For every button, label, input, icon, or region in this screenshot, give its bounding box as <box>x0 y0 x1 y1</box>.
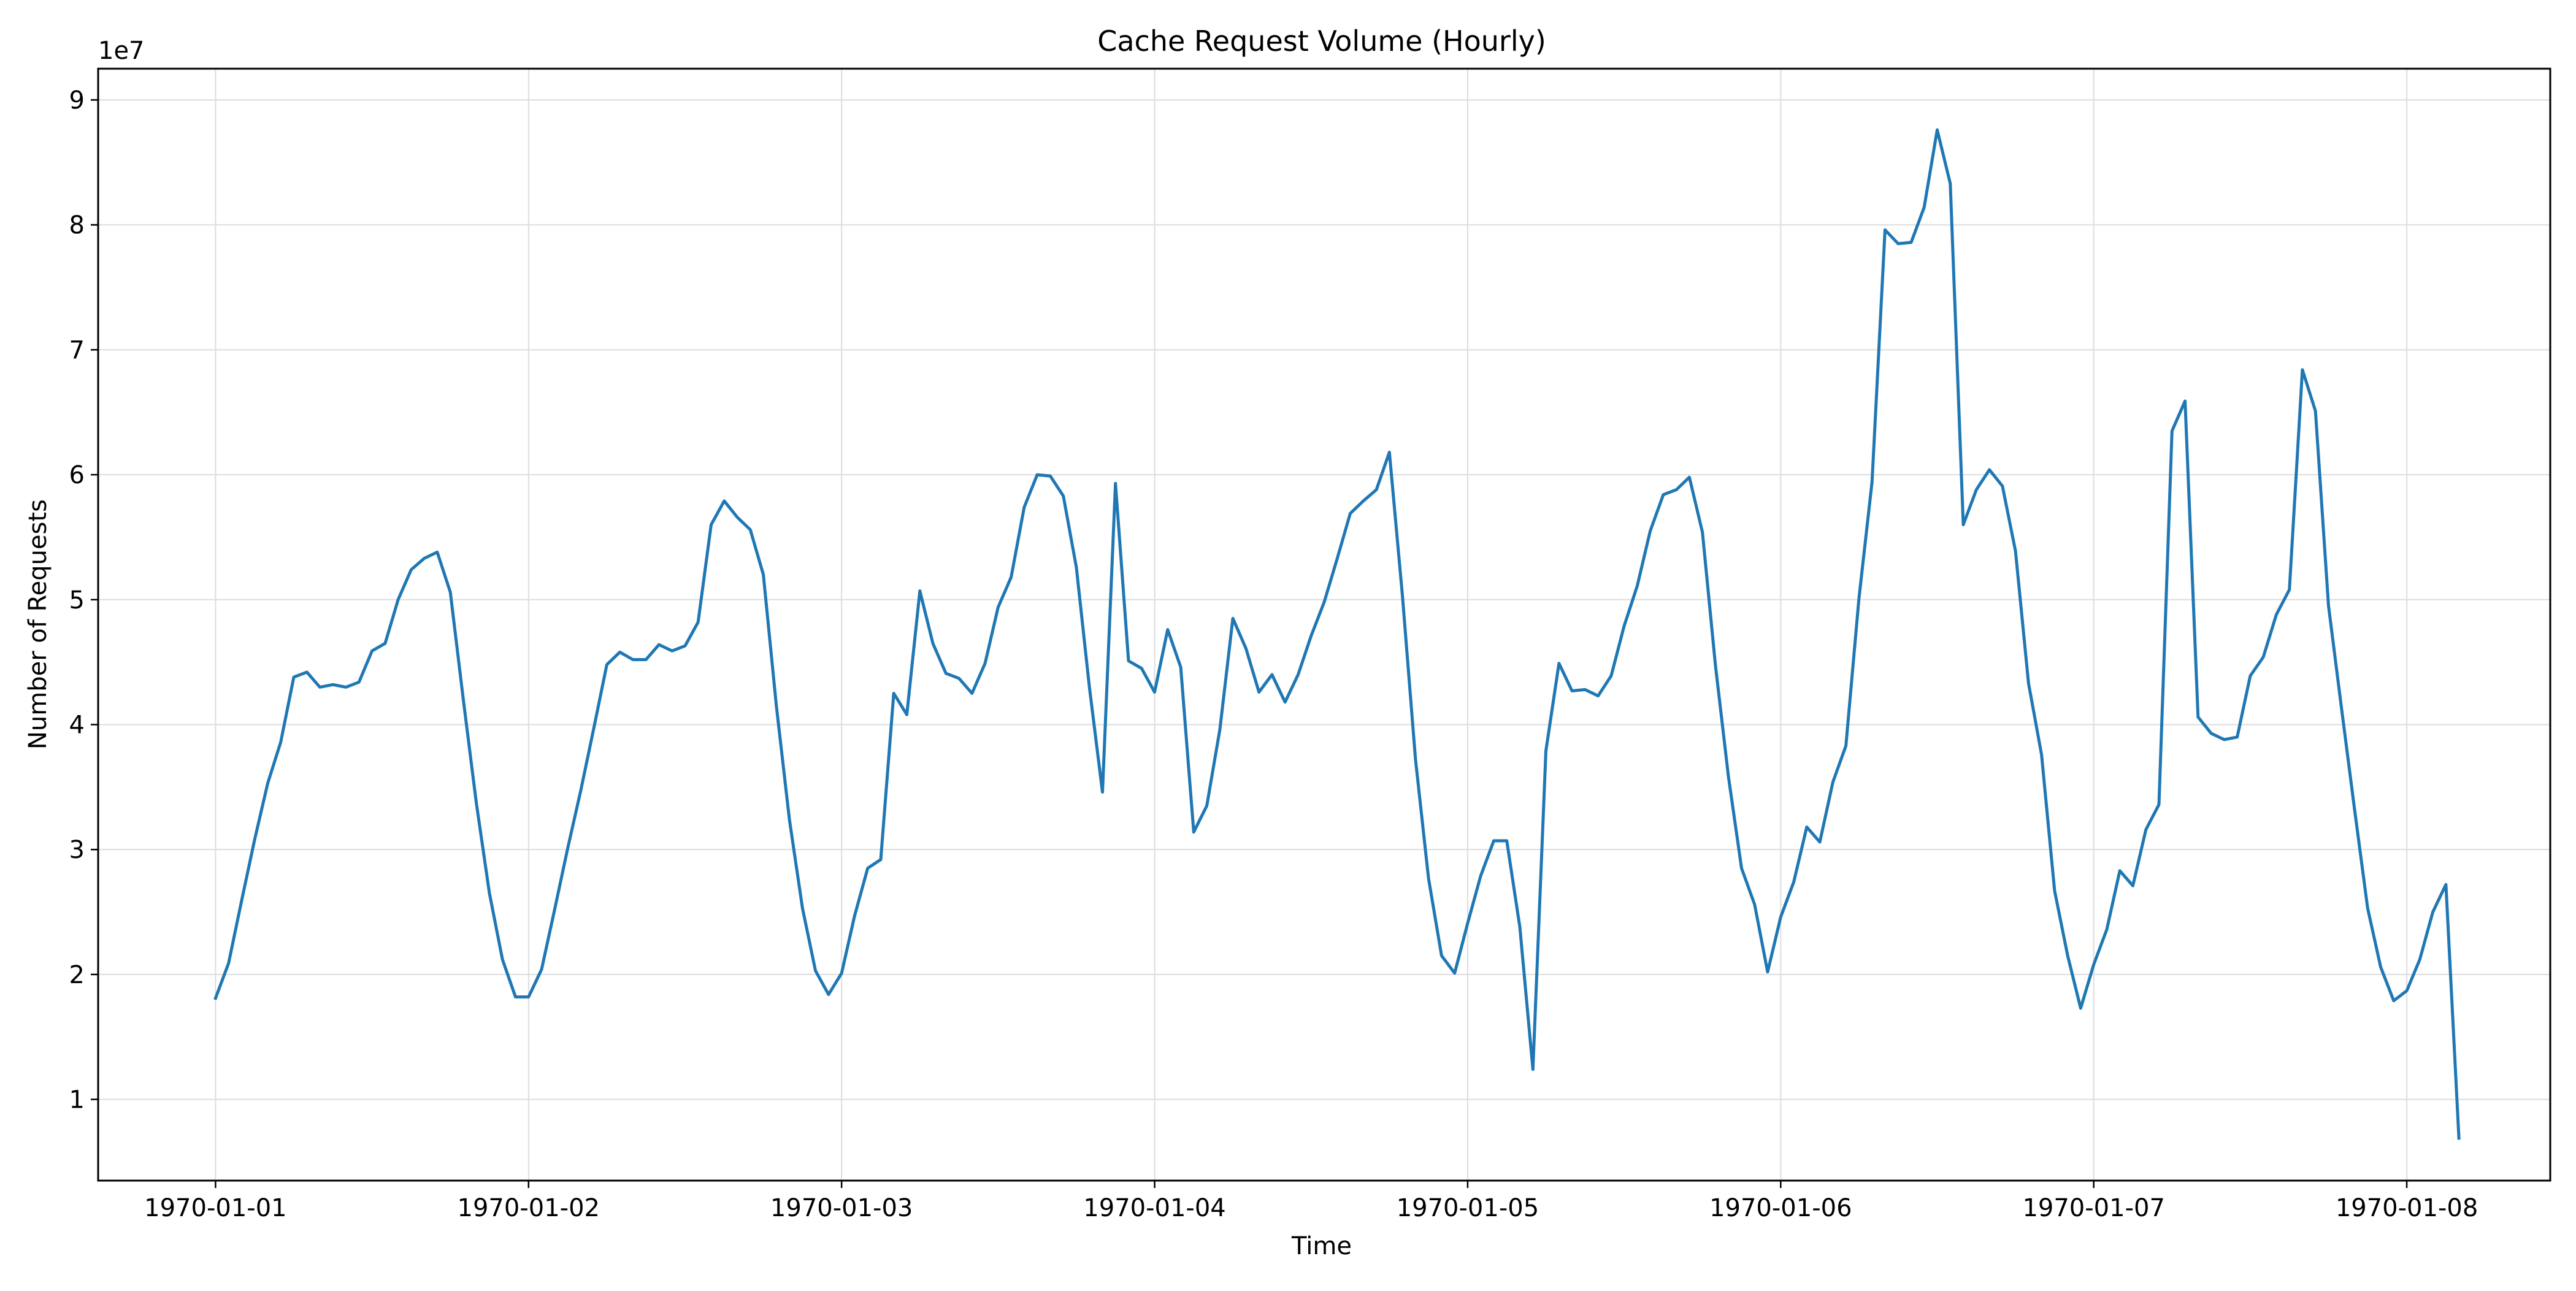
x-tick-label: 1970-01-06 <box>1709 1194 1852 1222</box>
y-tick-label: 6 <box>69 461 85 489</box>
x-tick-label: 1970-01-07 <box>2022 1194 2164 1222</box>
chart-title: Cache Request Volume (Hourly) <box>1097 25 1546 58</box>
x-tick-label: 1970-01-02 <box>458 1194 600 1222</box>
y-axis-offset-label: 1e7 <box>98 37 145 65</box>
y-tick-label: 7 <box>69 336 85 364</box>
y-axis-label: Number of Requests <box>24 499 52 749</box>
y-tick-label: 2 <box>69 961 85 989</box>
x-tick-label: 1970-01-01 <box>144 1194 286 1222</box>
series-layer <box>213 128 2461 1140</box>
y-tick-label: 8 <box>69 212 85 240</box>
plot-frame <box>97 67 2551 1182</box>
y-axis: 1 2 3 4 5 6 7 8 9 <box>69 86 98 1114</box>
series-line <box>213 128 2461 1140</box>
y-tick-label: 1 <box>69 1086 85 1114</box>
x-axis: 1970-01-01 1970-01-02 1970-01-03 1970-01-04… <box>144 1181 2478 1222</box>
x-tick-label: 1970-01-08 <box>2336 1194 2478 1222</box>
y-tick-label: 3 <box>69 836 85 864</box>
y-tick-label: 5 <box>69 586 85 615</box>
x-tick-label: 1970-01-05 <box>1397 1194 1539 1222</box>
y-tick-label: 4 <box>69 711 85 739</box>
x-axis-label: Time <box>1291 1232 1352 1260</box>
x-tick-label: 1970-01-03 <box>770 1194 913 1222</box>
y-tick-label: 9 <box>69 86 85 115</box>
x-tick-label: 1970-01-04 <box>1083 1194 1225 1222</box>
